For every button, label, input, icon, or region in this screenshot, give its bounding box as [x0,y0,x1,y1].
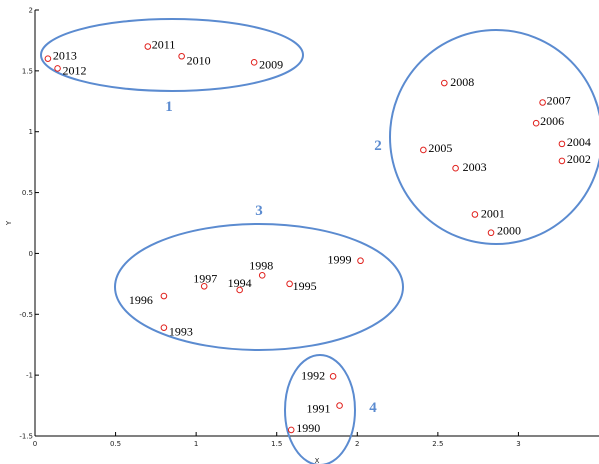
point-1991 [336,402,343,409]
y-tick-label: 1 [29,128,33,136]
point-2007 [539,99,546,106]
cluster-ellipses: 1 2 3 4 [40,18,599,464]
point-label-2002: 2002 [567,152,591,166]
y-tick-label: -1 [26,372,33,380]
y-axis-label: Y [5,220,13,226]
y-tick-label: 1.5 [22,67,33,75]
point-2001 [471,211,479,218]
point-1996 [160,292,168,300]
point-2000 [487,229,495,237]
point-1993 [160,324,168,331]
point-label-1990: 1990 [296,421,320,435]
point-1994 [236,286,243,294]
point-2008 [441,79,448,87]
point-label-1995: 1995 [293,279,317,293]
point-1992 [329,373,337,380]
y-tick-label: 2 [29,7,33,15]
point-label-2010: 2010 [187,53,211,67]
point-2005 [420,146,427,154]
point-label-1998: 1998 [249,258,273,272]
axes: 0 0.5 1 1.5 2 2.5 3 -1.5 -1 -0.5 0 0.5 1 1.5 2 X Y [5,7,599,464]
point-label-2013: 2013 [53,49,77,63]
point-label-1997: 1997 [193,271,217,285]
point-2002 [558,157,566,165]
point-label-2009: 2009 [259,57,283,71]
point-label-1992: 1992 [301,368,325,382]
y-tick-label: -0.5 [19,311,33,319]
point-2009 [250,59,258,66]
y-tick-label: 0.5 [22,189,33,197]
point-label-2003: 2003 [463,160,487,174]
point-1997 [200,282,208,290]
cluster-label-1: 1 [165,99,173,115]
cluster-ellipse-4 [284,354,356,464]
cluster-ellipse-1 [40,18,304,92]
point-1998 [258,272,266,279]
point-2004 [558,140,566,148]
x-tick-label: 2.5 [432,440,443,448]
y-tick-label: -1.5 [19,433,33,441]
point-2013 [44,55,52,62]
point-1999 [357,257,364,265]
cluster-label-3: 3 [255,203,263,219]
point-1995 [286,280,293,288]
x-tick-label: 0.5 [110,440,121,448]
cluster-label-2: 2 [374,138,382,154]
x-tick-label: 0 [33,440,37,448]
point-label-2011: 2011 [152,38,176,52]
point-label-2001: 2001 [481,206,505,220]
point-label-2000: 2000 [497,224,521,238]
point-label-1994: 1994 [228,276,252,290]
x-tick-label: 3 [516,440,520,448]
cluster-ellipse-3 [114,223,404,351]
x-axis-label: X [315,457,320,464]
point-label-2005: 2005 [428,141,452,155]
point-2012 [54,65,61,72]
point-2011 [144,43,152,50]
y-tick-label: 0 [29,250,33,258]
point-label-1991: 1991 [307,402,331,416]
point-label-2004: 2004 [567,135,591,149]
x-tick-label: 1 [194,440,198,448]
point-label-1999: 1999 [328,253,352,267]
point-label-1996: 1996 [129,293,153,307]
point-1990 [287,426,295,434]
x-tick-label: 2 [355,440,359,448]
point-label-1993: 1993 [169,325,193,339]
point-2003 [452,164,459,172]
point-label-2012: 2012 [63,63,87,77]
cluster-ellipse-2 [389,29,599,245]
x-tick-label: 1.5 [271,440,282,448]
cluster-label-4: 4 [369,400,377,416]
point-label-2008: 2008 [450,75,474,89]
point-2010 [178,52,185,60]
point-2006 [532,119,540,127]
point-label-2007: 2007 [547,94,571,108]
point-label-2006: 2006 [540,114,564,128]
